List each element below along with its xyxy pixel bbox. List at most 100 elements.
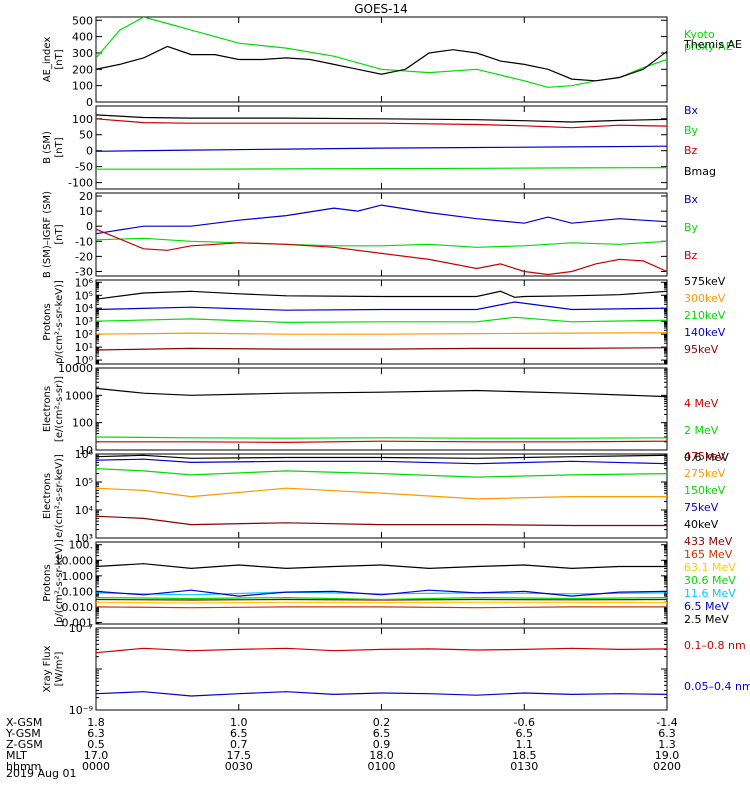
series-line <box>96 301 667 311</box>
series-line <box>96 45 667 82</box>
series-line <box>96 332 667 335</box>
panel-frame <box>95 16 668 103</box>
x-tick-value: 0130 <box>510 760 538 773</box>
x-tick-value: 17.0 <box>84 749 109 762</box>
panel-7: 10⁻⁹ 10⁻⁷ Xray Flux [W/m²] 0.1–0.8 nm 0.05–0.… <box>42 622 750 717</box>
x-row-label: X-GSM <box>6 716 42 729</box>
x-tick-value: 1.1 <box>516 738 534 751</box>
legend-label: 6.5 MeV <box>684 600 729 613</box>
y-tick-label: 10⁵ <box>75 289 93 302</box>
x-tick-value: 6.3 <box>658 727 676 740</box>
y-axis-label: Protons <box>42 303 53 340</box>
legend-label: 63.1 MeV <box>684 561 736 574</box>
series-line <box>96 563 667 570</box>
y-tick-label: 300 <box>72 47 93 60</box>
series-line <box>96 347 667 351</box>
y-axis-label: [nT] <box>54 224 65 244</box>
x-tick-value: 1.0 <box>230 716 248 729</box>
y-axis-label: [e/(cm²-s-sr)] <box>54 376 65 442</box>
x-tick-value: 1.8 <box>87 716 105 729</box>
y-tick-label: 200 <box>72 63 93 76</box>
x-tick-value: 6.5 <box>516 727 534 740</box>
panel-5: 10³ 10⁴ 10⁵ 10⁶ Electrons e/(cm²-s-sr-keV)] 47… <box>42 448 726 545</box>
plot-title: GOES-14 <box>354 2 408 16</box>
legend-label: 95keV <box>684 343 719 356</box>
y-tick-label: 10⁶ <box>75 276 94 289</box>
x-tick-value: 0100 <box>368 760 396 773</box>
x-tick-value: 17.5 <box>227 749 252 762</box>
legend-label: Bx <box>684 104 699 117</box>
x-row-label: Y-GSM <box>5 727 41 740</box>
y-tick-label: 10⁻⁹ <box>69 704 93 717</box>
legend-label: proxy AE <box>684 40 733 53</box>
y-axis-label: Protons <box>42 564 53 601</box>
y-tick-label: 0 <box>86 145 93 158</box>
series-line <box>96 454 667 459</box>
legend-label: 475keV <box>684 450 726 463</box>
y-tick-label: 10⁶ <box>75 448 94 461</box>
x-tick-value: 18.5 <box>512 749 537 762</box>
y-tick-label: 100 <box>72 113 93 126</box>
series-line <box>96 118 667 129</box>
panel-2: -30 -20 -10 0 10 20 B (SM)–IGRF (SM) [nT] Bx By Bz <box>42 190 699 278</box>
x-tick-value: 0000 <box>82 760 110 773</box>
x-tick-value: 6.5 <box>230 727 248 740</box>
legend-label: 4 MeV <box>684 397 719 410</box>
x-tick-value: -0.6 <box>514 716 535 729</box>
x-tick-value: -1.4 <box>656 716 677 729</box>
series-line <box>96 167 667 170</box>
series-line <box>96 290 667 300</box>
legend-label: Themis AE <box>683 38 742 51</box>
series-line <box>96 237 667 248</box>
y-tick-label: 10³ <box>75 532 93 545</box>
series-line <box>96 204 667 235</box>
legend-label: 140keV <box>684 326 726 339</box>
series-line <box>96 145 667 152</box>
y-tick-label: 500 <box>72 14 93 27</box>
x-tick-value: 0.7 <box>230 738 248 751</box>
legend-label: 75keV <box>684 501 719 514</box>
series-line <box>96 440 667 444</box>
time-axis: X-GSMY-GSMZ-GSMMLThhmm1.86.30.517.000001… <box>5 716 681 773</box>
y-tick-label: -20 <box>75 250 93 263</box>
y-tick-label: -30 <box>75 265 93 278</box>
series-line <box>96 487 667 500</box>
series-line <box>96 17 667 88</box>
y-tick-label: 10¹ <box>75 341 93 354</box>
series-line <box>96 515 667 527</box>
y-tick-label: 0 <box>86 220 93 233</box>
series-line <box>96 458 667 465</box>
y-axis-label: [nT] <box>54 49 65 69</box>
legend-label: 575keV <box>684 275 726 288</box>
legend-label: 2 MeV <box>684 424 719 437</box>
legend-label: Bmag <box>684 165 716 178</box>
y-tick-label: 10 <box>79 444 93 457</box>
legend-label: 0.6 MeV <box>684 451 729 464</box>
y-axis-label: p/(cm²-s-sr-keV)] <box>54 280 65 364</box>
panel-6: 0.001 0.010 0.100 1.000 10.000 100. Protons [p/… <box>42 535 736 629</box>
legend-label: 150keV <box>684 484 726 497</box>
x-row-label: Z-GSM <box>6 738 43 751</box>
x-tick-value: 0200 <box>653 760 681 773</box>
y-axis-label: Electrons <box>42 386 53 432</box>
legend-label: 0.1–0.8 nm <box>684 639 746 652</box>
y-axis-label: [W/m²] <box>54 651 65 686</box>
y-tick-label: 10.000 <box>55 554 94 567</box>
legend-label: 2.5 MeV <box>684 613 729 626</box>
x-tick-value: 6.5 <box>373 727 391 740</box>
series-line <box>96 114 667 123</box>
series-line <box>96 591 667 596</box>
legend-label: 0.05–0.4 nm <box>684 680 750 693</box>
legend-label: Kyoto <box>684 28 715 41</box>
x-tick-value: 0.5 <box>87 738 105 751</box>
y-tick-label: 0 <box>86 96 93 109</box>
x-tick-value: 6.3 <box>87 727 105 740</box>
y-axis-label: [p/(cm²-s-sr-keV)] <box>54 539 65 627</box>
y-tick-label: 10⁰ <box>75 354 94 367</box>
y-tick-label: 10⁴ <box>75 504 94 517</box>
x-tick-value: 1.3 <box>658 738 676 751</box>
legend-label: 30.6 MeV <box>684 574 736 587</box>
y-axis-label: e/(cm²-s-sr-keV)] <box>54 454 65 538</box>
panel-1: -100 -50 0 50 100 B (SM) [nT] Bx By Bz Bmag <box>42 104 716 190</box>
